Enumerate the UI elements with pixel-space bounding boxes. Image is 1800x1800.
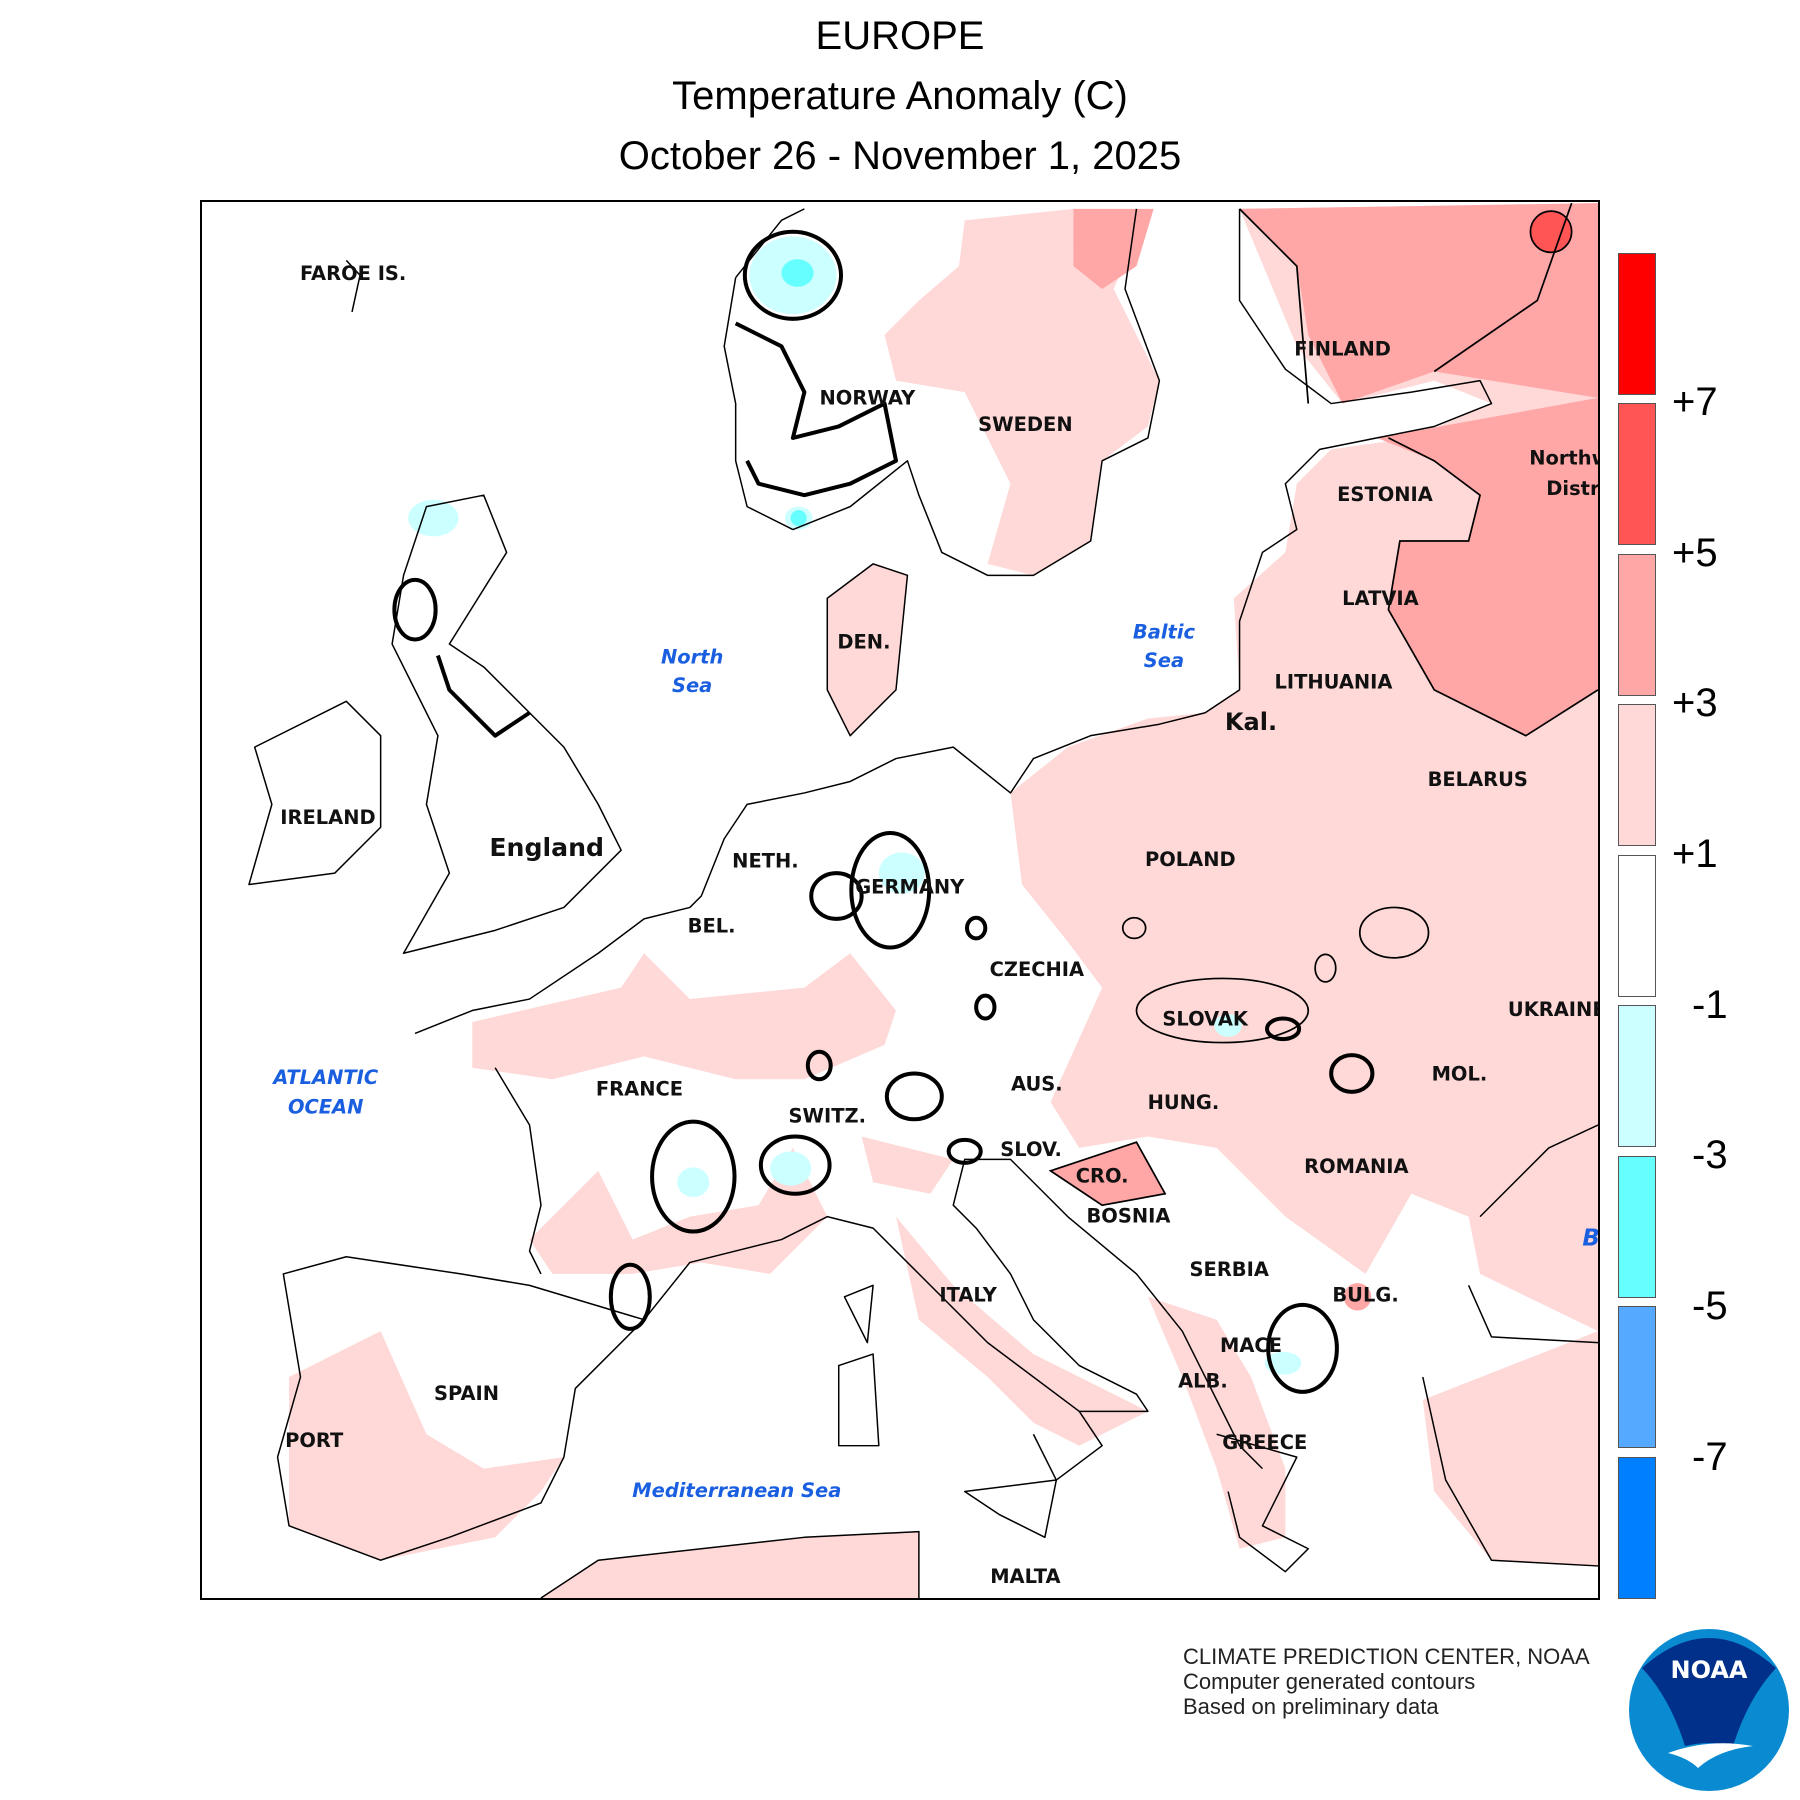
legend-label: -1 — [1692, 983, 1728, 1027]
label-austria: AUS. — [1011, 1073, 1063, 1096]
label-sweden: SWEDEN — [978, 413, 1072, 436]
label-lithuania: LITHUANIA — [1274, 671, 1392, 694]
zero-contours — [392, 202, 1598, 1394]
legend-bin-neg3-neg5 — [1618, 1156, 1656, 1298]
label-england: England — [489, 833, 604, 862]
legend-bin-gt7 — [1618, 253, 1656, 395]
legend-bin-neutral — [1618, 855, 1656, 997]
anomaly-map: FAROE IS. NORWAY SWEDEN FINLAND ESTONIA … — [200, 200, 1600, 1600]
anomaly-1-3 — [289, 203, 1598, 1598]
label-belarus: BELARUS — [1428, 768, 1528, 791]
legend-label: +1 — [1672, 832, 1718, 876]
label-ireland: IRELAND — [280, 806, 375, 829]
legend-bin-3-5 — [1618, 554, 1656, 696]
label-portugal: PORT — [285, 1429, 344, 1452]
legend-label: -5 — [1692, 1284, 1728, 1328]
label-moldova: MOL. — [1432, 1062, 1488, 1085]
label-norway: NORWAY — [820, 387, 917, 410]
legend-label: -3 — [1692, 1133, 1728, 1177]
legend-label: +5 — [1672, 531, 1718, 575]
legend-label: +7 — [1672, 380, 1718, 424]
label-atlantic-2: OCEAN — [288, 1096, 363, 1119]
label-slovenia: SLOV. — [1000, 1138, 1062, 1161]
note-line-1: Computer generated contours — [1183, 1669, 1476, 1694]
legend-bin-lt-neg7 — [1618, 1457, 1656, 1599]
label-baltic-1: Baltic — [1133, 620, 1196, 643]
anomaly-neg3-neg5 — [781, 259, 814, 527]
label-bosnia: BOSNIA — [1086, 1204, 1170, 1227]
label-denmark: DEN. — [837, 631, 890, 654]
label-hungary: HUNG. — [1148, 1091, 1220, 1114]
note-line-2: Based on preliminary data — [1183, 1694, 1439, 1719]
legend-bin-1-3 — [1618, 704, 1656, 846]
label-netherlands: NETH. — [732, 849, 799, 872]
label-greece: GREECE — [1222, 1431, 1307, 1454]
map-title: EUROPE — [815, 14, 985, 58]
label-germany: GERMANY — [855, 876, 965, 899]
label-belgium: BEL. — [688, 915, 736, 938]
label-mediterranean: Mediterranean Sea — [632, 1479, 841, 1502]
anomaly-neg1-neg3 — [408, 236, 1302, 1375]
map-canvas: FAROE IS. NORWAY SWEDEN FINLAND ESTONIA … — [248, 202, 1598, 1598]
label-black-sea: B — [1582, 1225, 1598, 1251]
label-switzerland: SWITZ. — [789, 1105, 866, 1128]
label-malta: MALTA — [990, 1565, 1060, 1588]
label-romania: ROMANIA — [1304, 1155, 1409, 1178]
label-district: Distri — [1546, 477, 1598, 500]
label-estonia: ESTONIA — [1337, 483, 1433, 506]
legend-bin-neg5-neg7 — [1618, 1306, 1656, 1448]
legend-label: +3 — [1672, 681, 1718, 725]
label-bulgaria: BULG. — [1332, 1283, 1398, 1306]
label-ukraine: UKRAINE — [1508, 998, 1598, 1021]
label-spain: SPAIN — [434, 1382, 499, 1405]
label-poland: POLAND — [1145, 848, 1236, 871]
noaa-logo-icon: NOAA — [1629, 1629, 1789, 1791]
label-serbia: SERBIA — [1190, 1258, 1269, 1281]
coastlines — [248, 208, 1598, 1598]
logo-text: NOAA — [1671, 1656, 1748, 1684]
anomaly-5-7 — [1530, 211, 1572, 253]
legend-label: -7 — [1692, 1435, 1728, 1479]
label-faroe: FAROE IS. — [300, 262, 406, 285]
label-baltic-2: Sea — [1144, 649, 1184, 672]
label-italy: ITALY — [939, 1283, 997, 1306]
label-macedonia: MACE — [1220, 1334, 1282, 1357]
label-finland: FINLAND — [1294, 337, 1391, 360]
label-northwest: Northw — [1529, 446, 1598, 469]
sea-labels: North Sea Baltic Sea ATLANTIC OCEAN Medi… — [271, 620, 1598, 1502]
map-date-range: October 26 - November 1, 2025 — [618, 134, 1182, 178]
label-slovakia: SLOVAK — [1162, 1007, 1249, 1030]
label-albania: ALB. — [1178, 1369, 1228, 1392]
anomaly-3-5 — [1050, 203, 1598, 1311]
legend-bin-neg1-neg3 — [1618, 1005, 1656, 1147]
label-atlantic-1: ATLANTIC — [271, 1066, 379, 1089]
country-labels: FAROE IS. NORWAY SWEDEN FINLAND ESTONIA … — [280, 262, 1598, 1588]
legend-bin-5-7 — [1618, 403, 1656, 545]
label-kaliningrad: Kal. — [1225, 708, 1277, 736]
label-latvia: LATVIA — [1342, 587, 1419, 610]
label-france: FRANCE — [596, 1077, 683, 1100]
credit-line: CLIMATE PREDICTION CENTER, NOAA — [1183, 1644, 1590, 1669]
label-north-sea-1: North — [661, 646, 723, 669]
label-czechia: CZECHIA — [990, 958, 1085, 981]
label-north-sea-2: Sea — [672, 674, 712, 697]
label-croatia: CRO. — [1076, 1164, 1129, 1187]
map-subtitle: Temperature Anomaly (C) — [672, 74, 1128, 118]
